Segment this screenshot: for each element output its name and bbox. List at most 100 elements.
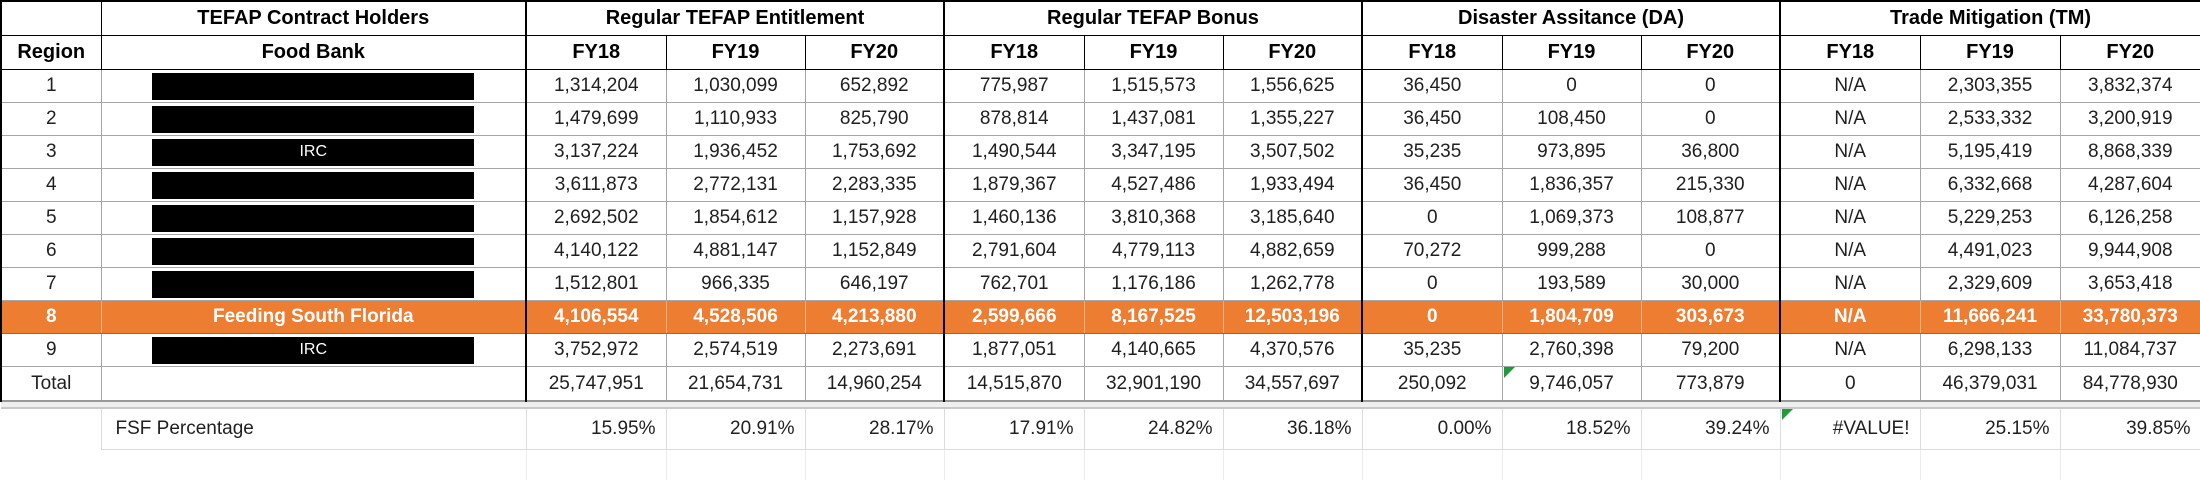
value-cell[interactable]: 70,272: [1361, 234, 1503, 268]
value-cell[interactable]: 46,379,031: [1919, 366, 2061, 402]
value-cell[interactable]: 0: [1640, 234, 1781, 268]
percentage-cell[interactable]: 25.15%: [1919, 408, 2061, 450]
value-cell[interactable]: 3,347,195: [1083, 135, 1224, 169]
corner-cell[interactable]: [0, 0, 102, 36]
percentage-cell[interactable]: 39.24%: [1640, 408, 1781, 450]
value-cell[interactable]: 1,804,709: [1501, 300, 1642, 334]
food-bank-cell[interactable]: [100, 102, 527, 136]
empty-cell[interactable]: [2060, 449, 2200, 480]
value-cell[interactable]: 4,287,604: [2059, 168, 2200, 202]
value-cell[interactable]: 1,262,778: [1222, 267, 1363, 301]
value-cell[interactable]: 1,936,452: [665, 135, 806, 169]
value-cell[interactable]: 0: [1501, 69, 1642, 103]
value-cell[interactable]: N/A: [1779, 69, 1921, 103]
value-cell[interactable]: 4,213,880: [804, 300, 945, 334]
value-cell[interactable]: 2,283,335: [804, 168, 945, 202]
region-cell[interactable]: 9: [0, 333, 102, 367]
value-cell[interactable]: 0: [1640, 102, 1781, 136]
food-bank-cell[interactable]: [100, 234, 527, 268]
empty-cell[interactable]: [101, 449, 527, 480]
value-cell[interactable]: 14,515,870: [943, 366, 1085, 402]
percentage-cell[interactable]: 18.52%: [1501, 408, 1642, 450]
value-cell[interactable]: 4,106,554: [525, 300, 667, 334]
value-cell[interactable]: 5,229,253: [1919, 201, 2061, 235]
value-cell[interactable]: 36,450: [1361, 168, 1503, 202]
value-cell[interactable]: N/A: [1779, 300, 1921, 334]
value-cell[interactable]: 1,157,928: [804, 201, 945, 235]
value-cell[interactable]: 0: [1640, 69, 1781, 103]
region-cell[interactable]: 7: [0, 267, 102, 301]
value-cell[interactable]: 6,298,133: [1919, 333, 2061, 367]
value-cell[interactable]: 8,167,525: [1083, 300, 1224, 334]
value-cell[interactable]: N/A: [1779, 333, 1921, 367]
value-cell[interactable]: 1,314,204: [525, 69, 667, 103]
value-cell[interactable]: 0: [1779, 366, 1921, 402]
group-header-entitlement[interactable]: Regular TEFAP Entitlement: [525, 0, 945, 36]
value-cell[interactable]: 6,332,668: [1919, 168, 2061, 202]
value-cell[interactable]: 11,084,737: [2059, 333, 2200, 367]
region-cell[interactable]: 3: [0, 135, 102, 169]
fsf-percentage-label[interactable]: FSF Percentage: [100, 408, 527, 450]
food-bank-cell[interactable]: [100, 201, 527, 235]
value-cell[interactable]: 2,772,131: [665, 168, 806, 202]
value-cell[interactable]: 21,654,731: [665, 366, 806, 402]
region-cell[interactable]: 5: [0, 201, 102, 235]
group-header-contract-holders[interactable]: TEFAP Contract Holders: [100, 0, 527, 36]
value-cell[interactable]: 9,746,057: [1501, 366, 1642, 402]
value-cell[interactable]: 999,288: [1501, 234, 1642, 268]
column-header-fy19-tm[interactable]: FY19: [1919, 35, 2061, 70]
value-cell[interactable]: 966,335: [665, 267, 806, 301]
value-cell[interactable]: 3,810,368: [1083, 201, 1224, 235]
group-header-trade-mitigation[interactable]: Trade Mitigation (TM): [1779, 0, 2200, 36]
value-cell[interactable]: 1,355,227: [1222, 102, 1363, 136]
value-cell[interactable]: 4,528,506: [665, 300, 806, 334]
value-cell[interactable]: 652,892: [804, 69, 945, 103]
percentage-cell[interactable]: 28.17%: [804, 408, 945, 450]
value-cell[interactable]: N/A: [1779, 168, 1921, 202]
value-cell[interactable]: 973,895: [1501, 135, 1642, 169]
percentage-cell[interactable]: 20.91%: [665, 408, 806, 450]
food-bank-cell[interactable]: IRC: [100, 333, 527, 367]
value-cell[interactable]: 84,778,930: [2059, 366, 2200, 402]
empty-cell[interactable]: [1, 450, 101, 481]
value-cell[interactable]: N/A: [1779, 201, 1921, 235]
value-cell[interactable]: 9,944,908: [2059, 234, 2200, 268]
value-cell[interactable]: 1,069,373: [1501, 201, 1642, 235]
empty-cell[interactable]: [1223, 449, 1363, 480]
value-cell[interactable]: 36,450: [1361, 69, 1503, 103]
value-cell[interactable]: 79,200: [1640, 333, 1781, 367]
value-cell[interactable]: 32,901,190: [1083, 366, 1224, 402]
value-cell[interactable]: 646,197: [804, 267, 945, 301]
value-cell[interactable]: 14,960,254: [804, 366, 945, 402]
value-cell[interactable]: 5,195,419: [1919, 135, 2061, 169]
food-bank-cell[interactable]: Feeding South Florida: [100, 300, 527, 334]
empty-cell[interactable]: [944, 449, 1085, 480]
value-cell[interactable]: 3,653,418: [2059, 267, 2200, 301]
food-bank-cell[interactable]: [100, 366, 527, 402]
empty-cell[interactable]: [1084, 449, 1224, 480]
region-cell[interactable]: 1: [0, 69, 102, 103]
value-cell[interactable]: 11,666,241: [1919, 300, 2061, 334]
value-cell[interactable]: 250,092: [1361, 366, 1503, 402]
value-cell[interactable]: 36,450: [1361, 102, 1503, 136]
region-cell[interactable]: 2: [0, 102, 102, 136]
value-cell[interactable]: 2,533,332: [1919, 102, 2061, 136]
value-cell[interactable]: 4,140,665: [1083, 333, 1224, 367]
value-cell[interactable]: 1,437,081: [1083, 102, 1224, 136]
value-cell[interactable]: 3,752,972: [525, 333, 667, 367]
value-cell[interactable]: 2,303,355: [1919, 69, 2061, 103]
value-cell[interactable]: 762,701: [943, 267, 1085, 301]
column-header-fy19-da[interactable]: FY19: [1501, 35, 1642, 70]
column-header-fy19-bonus[interactable]: FY19: [1083, 35, 1224, 70]
value-cell[interactable]: N/A: [1779, 267, 1921, 301]
value-cell[interactable]: 3,137,224: [525, 135, 667, 169]
value-cell[interactable]: 4,779,113: [1083, 234, 1224, 268]
food-bank-cell[interactable]: [100, 267, 527, 301]
value-cell[interactable]: 3,185,640: [1222, 201, 1363, 235]
empty-cell[interactable]: [1502, 449, 1642, 480]
value-cell[interactable]: 0: [1361, 201, 1503, 235]
region-cell[interactable]: 4: [0, 168, 102, 202]
value-cell[interactable]: 25,747,951: [525, 366, 667, 402]
value-cell[interactable]: 1,110,933: [665, 102, 806, 136]
value-cell[interactable]: 4,527,486: [1083, 168, 1224, 202]
